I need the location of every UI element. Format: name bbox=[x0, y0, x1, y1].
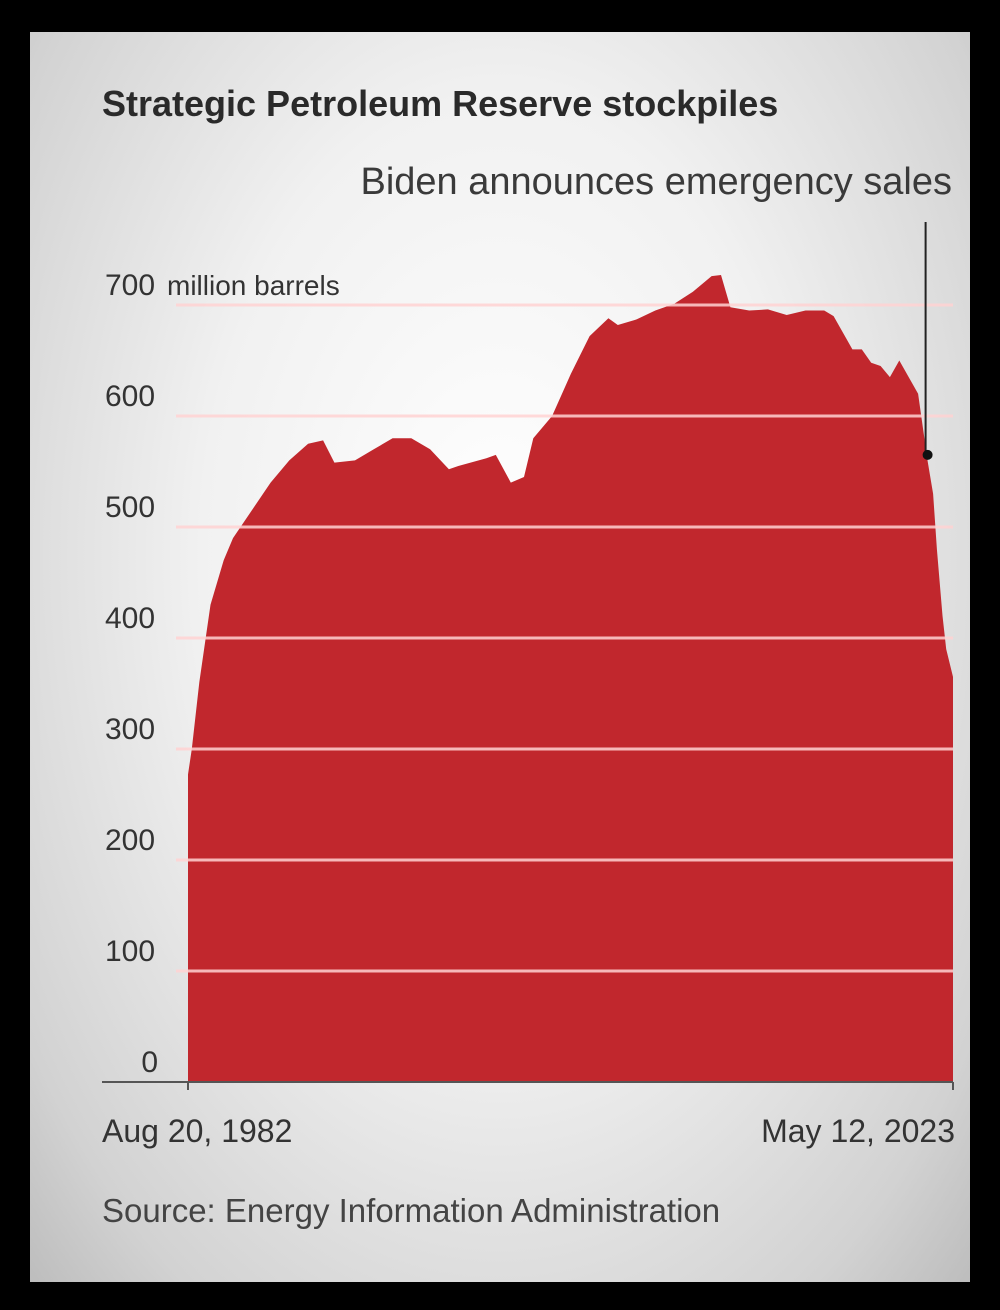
y-tick-label-300: 300 bbox=[105, 713, 155, 746]
chart: Strategic Petroleum Reserve stockpiles B… bbox=[102, 83, 955, 1229]
y-tick-label-400: 400 bbox=[105, 602, 155, 635]
y-axis-ticks: 0 100 200 300 400 500 600 700 bbox=[105, 269, 158, 1079]
y-tick-label-100: 100 bbox=[105, 935, 155, 968]
plot-area bbox=[102, 222, 954, 1090]
x-tick-label-1: May 12, 2023 bbox=[761, 1113, 955, 1149]
x-tick-label-0: Aug 20, 1982 bbox=[102, 1113, 292, 1149]
y-tick-label-500: 500 bbox=[105, 491, 155, 524]
y-tick-label-200: 200 bbox=[105, 824, 155, 857]
chart-panel: Strategic Petroleum Reserve stockpiles B… bbox=[30, 32, 970, 1282]
source-note: Source: Energy Information Administratio… bbox=[102, 1192, 720, 1229]
x-axis-ticks: Aug 20, 1982 May 12, 2023 bbox=[102, 1113, 955, 1149]
y-tick-label-600: 600 bbox=[105, 380, 155, 413]
annotation-marker bbox=[922, 449, 933, 460]
stockpile-area bbox=[188, 275, 953, 1082]
y-unit-label: million barrels bbox=[167, 270, 340, 301]
annotation-label: Biden announces emergency sales bbox=[361, 161, 953, 203]
chart-title: Strategic Petroleum Reserve stockpiles bbox=[102, 83, 778, 124]
y-tick-label-700: 700 bbox=[105, 269, 155, 302]
y-tick-label-0: 0 bbox=[141, 1046, 158, 1079]
